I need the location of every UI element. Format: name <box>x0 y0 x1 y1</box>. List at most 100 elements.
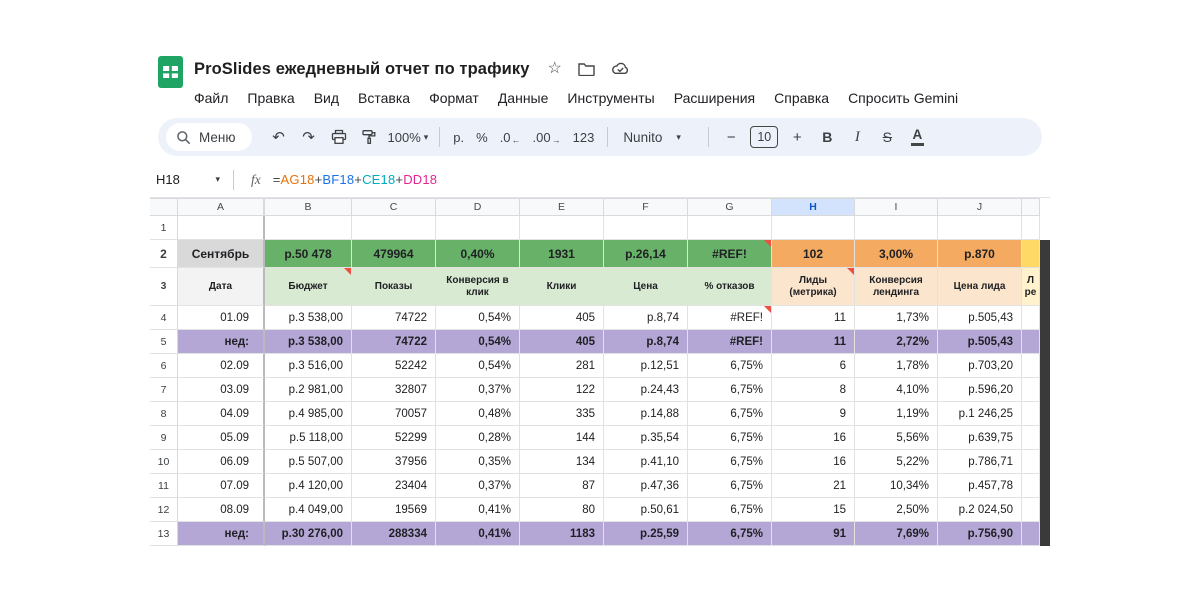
cell-J5[interactable]: р.505,43 <box>938 330 1022 354</box>
cell-E4[interactable]: 405 <box>520 306 604 330</box>
cell-D1[interactable] <box>436 216 520 240</box>
cell-H11[interactable]: 21 <box>772 474 855 498</box>
column-header-G[interactable]: G <box>688 198 772 216</box>
name-box[interactable]: H18 ▾ <box>156 172 226 187</box>
cell-D7[interactable]: 0,37% <box>436 378 520 402</box>
cell-D8[interactable]: 0,48% <box>436 402 520 426</box>
cell-C2[interactable]: 479964 <box>352 240 436 268</box>
cell-A12[interactable]: 08.09 <box>178 498 265 522</box>
cell-G3[interactable]: % отказов <box>688 268 772 306</box>
row-header-1[interactable]: 1 <box>150 216 178 240</box>
cell-A10[interactable]: 06.09 <box>178 450 265 474</box>
cell-I13[interactable]: 7,69% <box>855 522 938 546</box>
cell-G7[interactable]: 6,75% <box>688 378 772 402</box>
cell-C12[interactable]: 19569 <box>352 498 436 522</box>
cell-A7[interactable]: 03.09 <box>178 378 265 402</box>
cell-H13[interactable]: 91 <box>772 522 855 546</box>
cell-H8[interactable]: 9 <box>772 402 855 426</box>
menu-insert[interactable]: Вставка <box>358 90 410 106</box>
cell-A13[interactable]: нед: <box>178 522 265 546</box>
cell-E8[interactable]: 335 <box>520 402 604 426</box>
cell-B9[interactable]: р.5 118,00 <box>265 426 352 450</box>
cell-H2[interactable]: 102 <box>772 240 855 268</box>
formula-text[interactable]: =AG18+BF18+CE18+DD18 <box>273 172 437 187</box>
paint-format-button[interactable] <box>357 125 381 149</box>
menu-file[interactable]: Файл <box>194 90 228 106</box>
cell-J1[interactable] <box>938 216 1022 240</box>
menu-search[interactable]: Меню <box>166 123 252 151</box>
cell-A4[interactable]: 01.09 <box>178 306 265 330</box>
cell-B2[interactable]: р.50 478 <box>265 240 352 268</box>
cell-D12[interactable]: 0,41% <box>436 498 520 522</box>
zoom-select[interactable]: 100% ▾ <box>388 130 429 145</box>
cell-E7[interactable]: 122 <box>520 378 604 402</box>
increase-decimals-button[interactable]: .00 → <box>533 130 561 145</box>
cell-G1[interactable] <box>688 216 772 240</box>
cell-F1[interactable] <box>604 216 688 240</box>
cell-C1[interactable] <box>352 216 436 240</box>
sheets-logo-icon[interactable] <box>158 56 183 88</box>
cell-E1[interactable] <box>520 216 604 240</box>
cell-B11[interactable]: р.4 120,00 <box>265 474 352 498</box>
italic-button[interactable]: I <box>845 125 869 149</box>
cell-C4[interactable]: 74722 <box>352 306 436 330</box>
cell-J10[interactable]: р.786,71 <box>938 450 1022 474</box>
row-header-8[interactable]: 8 <box>150 402 178 426</box>
cell-E9[interactable]: 144 <box>520 426 604 450</box>
cell-B4[interactable]: р.3 538,00 <box>265 306 352 330</box>
cell-I5[interactable]: 2,72% <box>855 330 938 354</box>
row-header-13[interactable]: 13 <box>150 522 178 546</box>
cell-B3[interactable]: Бюджет <box>265 268 352 306</box>
document-title[interactable]: ProSlides ежедневный отчет по трафику <box>194 60 530 79</box>
cell-E6[interactable]: 281 <box>520 354 604 378</box>
cell-E12[interactable]: 80 <box>520 498 604 522</box>
cell-I3[interactable]: Конверсия лендинга <box>855 268 938 306</box>
cell-G11[interactable]: 6,75% <box>688 474 772 498</box>
menu-extensions[interactable]: Расширения <box>674 90 755 106</box>
cell-G10[interactable]: 6,75% <box>688 450 772 474</box>
cell-I12[interactable]: 2,50% <box>855 498 938 522</box>
cell-I7[interactable]: 4,10% <box>855 378 938 402</box>
cell-D13[interactable]: 0,41% <box>436 522 520 546</box>
bold-button[interactable]: B <box>815 125 839 149</box>
cell-G2[interactable]: #REF! <box>688 240 772 268</box>
cell-J7[interactable]: р.596,20 <box>938 378 1022 402</box>
cell-J3[interactable]: Цена лида <box>938 268 1022 306</box>
cell-G8[interactable]: 6,75% <box>688 402 772 426</box>
cell-F8[interactable]: р.14,88 <box>604 402 688 426</box>
move-folder-button[interactable] <box>578 62 595 76</box>
cell-E2[interactable]: 1931 <box>520 240 604 268</box>
column-header-I[interactable]: I <box>855 198 938 216</box>
cell-A9[interactable]: 05.09 <box>178 426 265 450</box>
cell-B8[interactable]: р.4 985,00 <box>265 402 352 426</box>
cell-E3[interactable]: Клики <box>520 268 604 306</box>
cell-F9[interactable]: р.35,54 <box>604 426 688 450</box>
cell-G12[interactable]: 6,75% <box>688 498 772 522</box>
cell-D2[interactable]: 0,40% <box>436 240 520 268</box>
menu-format[interactable]: Формат <box>429 90 479 106</box>
cell-G9[interactable]: 6,75% <box>688 426 772 450</box>
column-header-H[interactable]: H <box>772 198 855 216</box>
cell-B5[interactable]: р.3 538,00 <box>265 330 352 354</box>
cell-F12[interactable]: р.50,61 <box>604 498 688 522</box>
cell-F11[interactable]: р.47,36 <box>604 474 688 498</box>
cell-G4[interactable]: #REF! <box>688 306 772 330</box>
cell-E11[interactable]: 87 <box>520 474 604 498</box>
cell-J12[interactable]: р.2 024,50 <box>938 498 1022 522</box>
cell-G5[interactable]: #REF! <box>688 330 772 354</box>
cell-E5[interactable]: 405 <box>520 330 604 354</box>
column-header-A[interactable]: A <box>178 198 265 216</box>
cell-D4[interactable]: 0,54% <box>436 306 520 330</box>
menu-help[interactable]: Справка <box>774 90 829 106</box>
cell-H10[interactable]: 16 <box>772 450 855 474</box>
menu-edit[interactable]: Правка <box>247 90 294 106</box>
row-header-4[interactable]: 4 <box>150 306 178 330</box>
select-all-corner[interactable] <box>150 198 178 216</box>
currency-format-button[interactable]: р. <box>453 130 464 145</box>
cell-F4[interactable]: р.8,74 <box>604 306 688 330</box>
row-header-6[interactable]: 6 <box>150 354 178 378</box>
cell-J9[interactable]: р.639,75 <box>938 426 1022 450</box>
cell-I8[interactable]: 1,19% <box>855 402 938 426</box>
cell-D6[interactable]: 0,54% <box>436 354 520 378</box>
text-color-button[interactable]: A <box>905 125 929 149</box>
